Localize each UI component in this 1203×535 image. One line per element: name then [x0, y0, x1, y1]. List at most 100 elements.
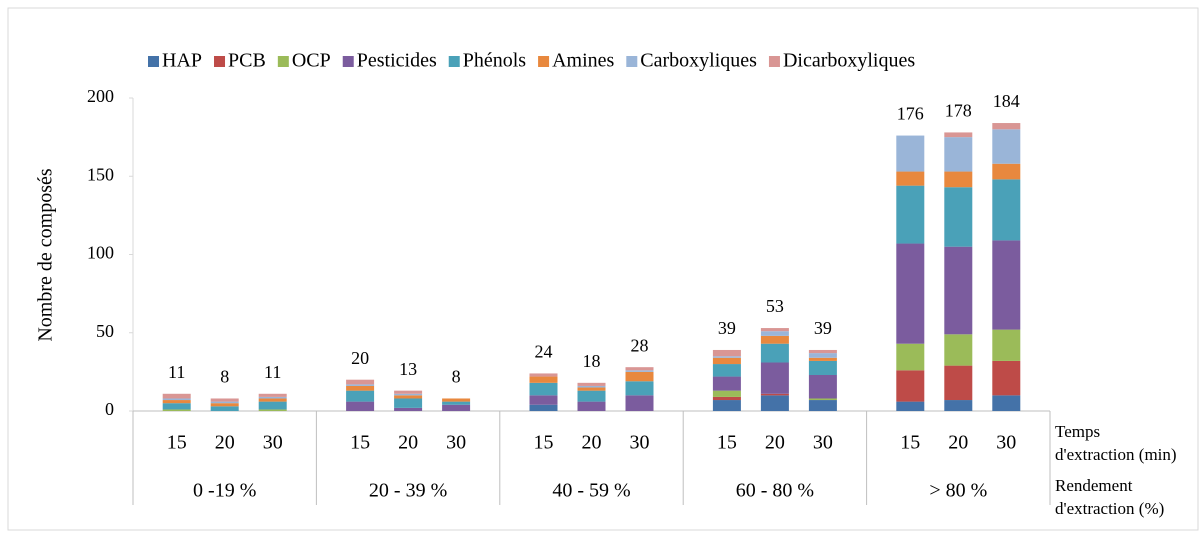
bar-segment	[944, 246, 973, 335]
x-tick-label: 15	[534, 432, 554, 454]
y-tick-label: 200	[87, 86, 114, 106]
bar-segment	[394, 390, 423, 394]
bar-segment	[577, 382, 606, 386]
bar-segment	[394, 407, 423, 411]
legend-label: Amines	[552, 50, 614, 72]
group-label: 40 - 59 %	[552, 480, 630, 502]
group-axis-label: d'extraction (%)	[1055, 499, 1164, 518]
bar-segment	[992, 123, 1021, 130]
bar-segment	[944, 132, 973, 138]
bar-segment	[162, 393, 191, 399]
total-label: 24	[535, 342, 553, 362]
bar-segment	[808, 353, 837, 358]
bar-segment	[712, 376, 741, 391]
bar-segment	[992, 360, 1021, 396]
bar-segment	[394, 398, 423, 408]
x-tick-label: 15	[900, 432, 920, 454]
total-label: 39	[718, 318, 736, 338]
bar-segment	[394, 395, 423, 399]
bar-segment	[258, 393, 287, 397]
bar-segment	[625, 370, 654, 372]
bar-segment	[896, 243, 925, 344]
chart-frame	[7, 7, 1199, 531]
legend-swatch	[148, 56, 159, 67]
bar-segment	[577, 387, 606, 391]
x-axis-label: Temps	[1055, 422, 1100, 441]
bar-segment	[944, 365, 973, 401]
total-label: 28	[631, 335, 649, 355]
bar-segment	[712, 357, 741, 365]
bar-segment	[577, 390, 606, 402]
bar-segment	[210, 401, 239, 404]
total-label: 13	[399, 359, 417, 379]
x-tick-label: 15	[350, 432, 370, 454]
x-tick-label: 30	[263, 432, 283, 454]
bar-segment	[760, 331, 789, 336]
group-label: 20 - 39 %	[369, 480, 447, 502]
legend-label: Dicarboxyliques	[783, 50, 915, 72]
total-label: 11	[168, 362, 185, 382]
bar-segment	[162, 409, 191, 411]
bar-segment	[712, 356, 741, 358]
bar-segment	[529, 395, 558, 405]
legend-label: PCB	[228, 50, 266, 72]
bar-segment	[346, 379, 375, 385]
bar-segment	[896, 401, 925, 411]
y-tick-label: 100	[87, 243, 114, 263]
legend-swatch	[626, 56, 638, 67]
bar-segment	[625, 395, 654, 411]
bar-segment	[258, 401, 287, 410]
bar-segment	[808, 357, 837, 361]
bar-segment	[808, 400, 837, 411]
bar-segment	[162, 400, 191, 404]
bar-segment	[760, 395, 789, 411]
bar-segment	[258, 398, 287, 402]
total-label: 18	[583, 351, 601, 371]
bar-segment	[442, 398, 471, 402]
bar-segment	[896, 370, 925, 402]
x-tick-label: 30	[446, 432, 466, 454]
bar-segment	[944, 187, 973, 247]
bar-segment	[625, 381, 654, 396]
bar-segment	[625, 367, 654, 371]
bar-segment	[346, 401, 375, 411]
y-tick-label: 50	[96, 321, 114, 341]
legend-swatch	[538, 56, 550, 67]
bar-segment	[210, 398, 239, 402]
bar-segment	[896, 135, 925, 172]
bar-segment	[760, 362, 789, 394]
bar-segment	[210, 406, 239, 411]
bar-segment	[992, 240, 1021, 330]
x-axis-label: d'extraction (min)	[1055, 445, 1177, 464]
bar-segment	[442, 401, 471, 405]
group-label: 60 - 80 %	[736, 480, 814, 502]
bar-segment	[992, 129, 1021, 164]
bar-segment	[944, 400, 973, 411]
bar-segment	[258, 396, 287, 399]
bar-segment	[760, 328, 789, 332]
total-label: 11	[264, 362, 281, 382]
bar-segment	[625, 371, 654, 382]
bar-segment	[577, 401, 606, 411]
total-label: 178	[945, 101, 972, 121]
total-label: 20	[351, 348, 369, 368]
bar-segment	[808, 375, 837, 399]
legend-label: Phénols	[463, 50, 527, 72]
x-tick-label: 20	[765, 432, 785, 454]
bar-segment	[992, 163, 1021, 180]
x-tick-label: 20	[582, 432, 602, 454]
legend-swatch	[448, 56, 460, 67]
x-tick-label: 30	[813, 432, 833, 454]
bar-segment	[944, 171, 973, 188]
bar-segment	[162, 403, 191, 410]
legend-label: Carboxyliques	[640, 50, 757, 72]
x-tick-label: 15	[717, 432, 737, 454]
bar-segment	[992, 329, 1021, 361]
y-axis-label: Nombre de composés	[35, 168, 57, 342]
bar-segment	[529, 376, 558, 383]
bar-segment	[896, 343, 925, 371]
bar-segment	[896, 185, 925, 244]
legend-swatch	[342, 56, 354, 67]
bar-segment	[944, 334, 973, 366]
